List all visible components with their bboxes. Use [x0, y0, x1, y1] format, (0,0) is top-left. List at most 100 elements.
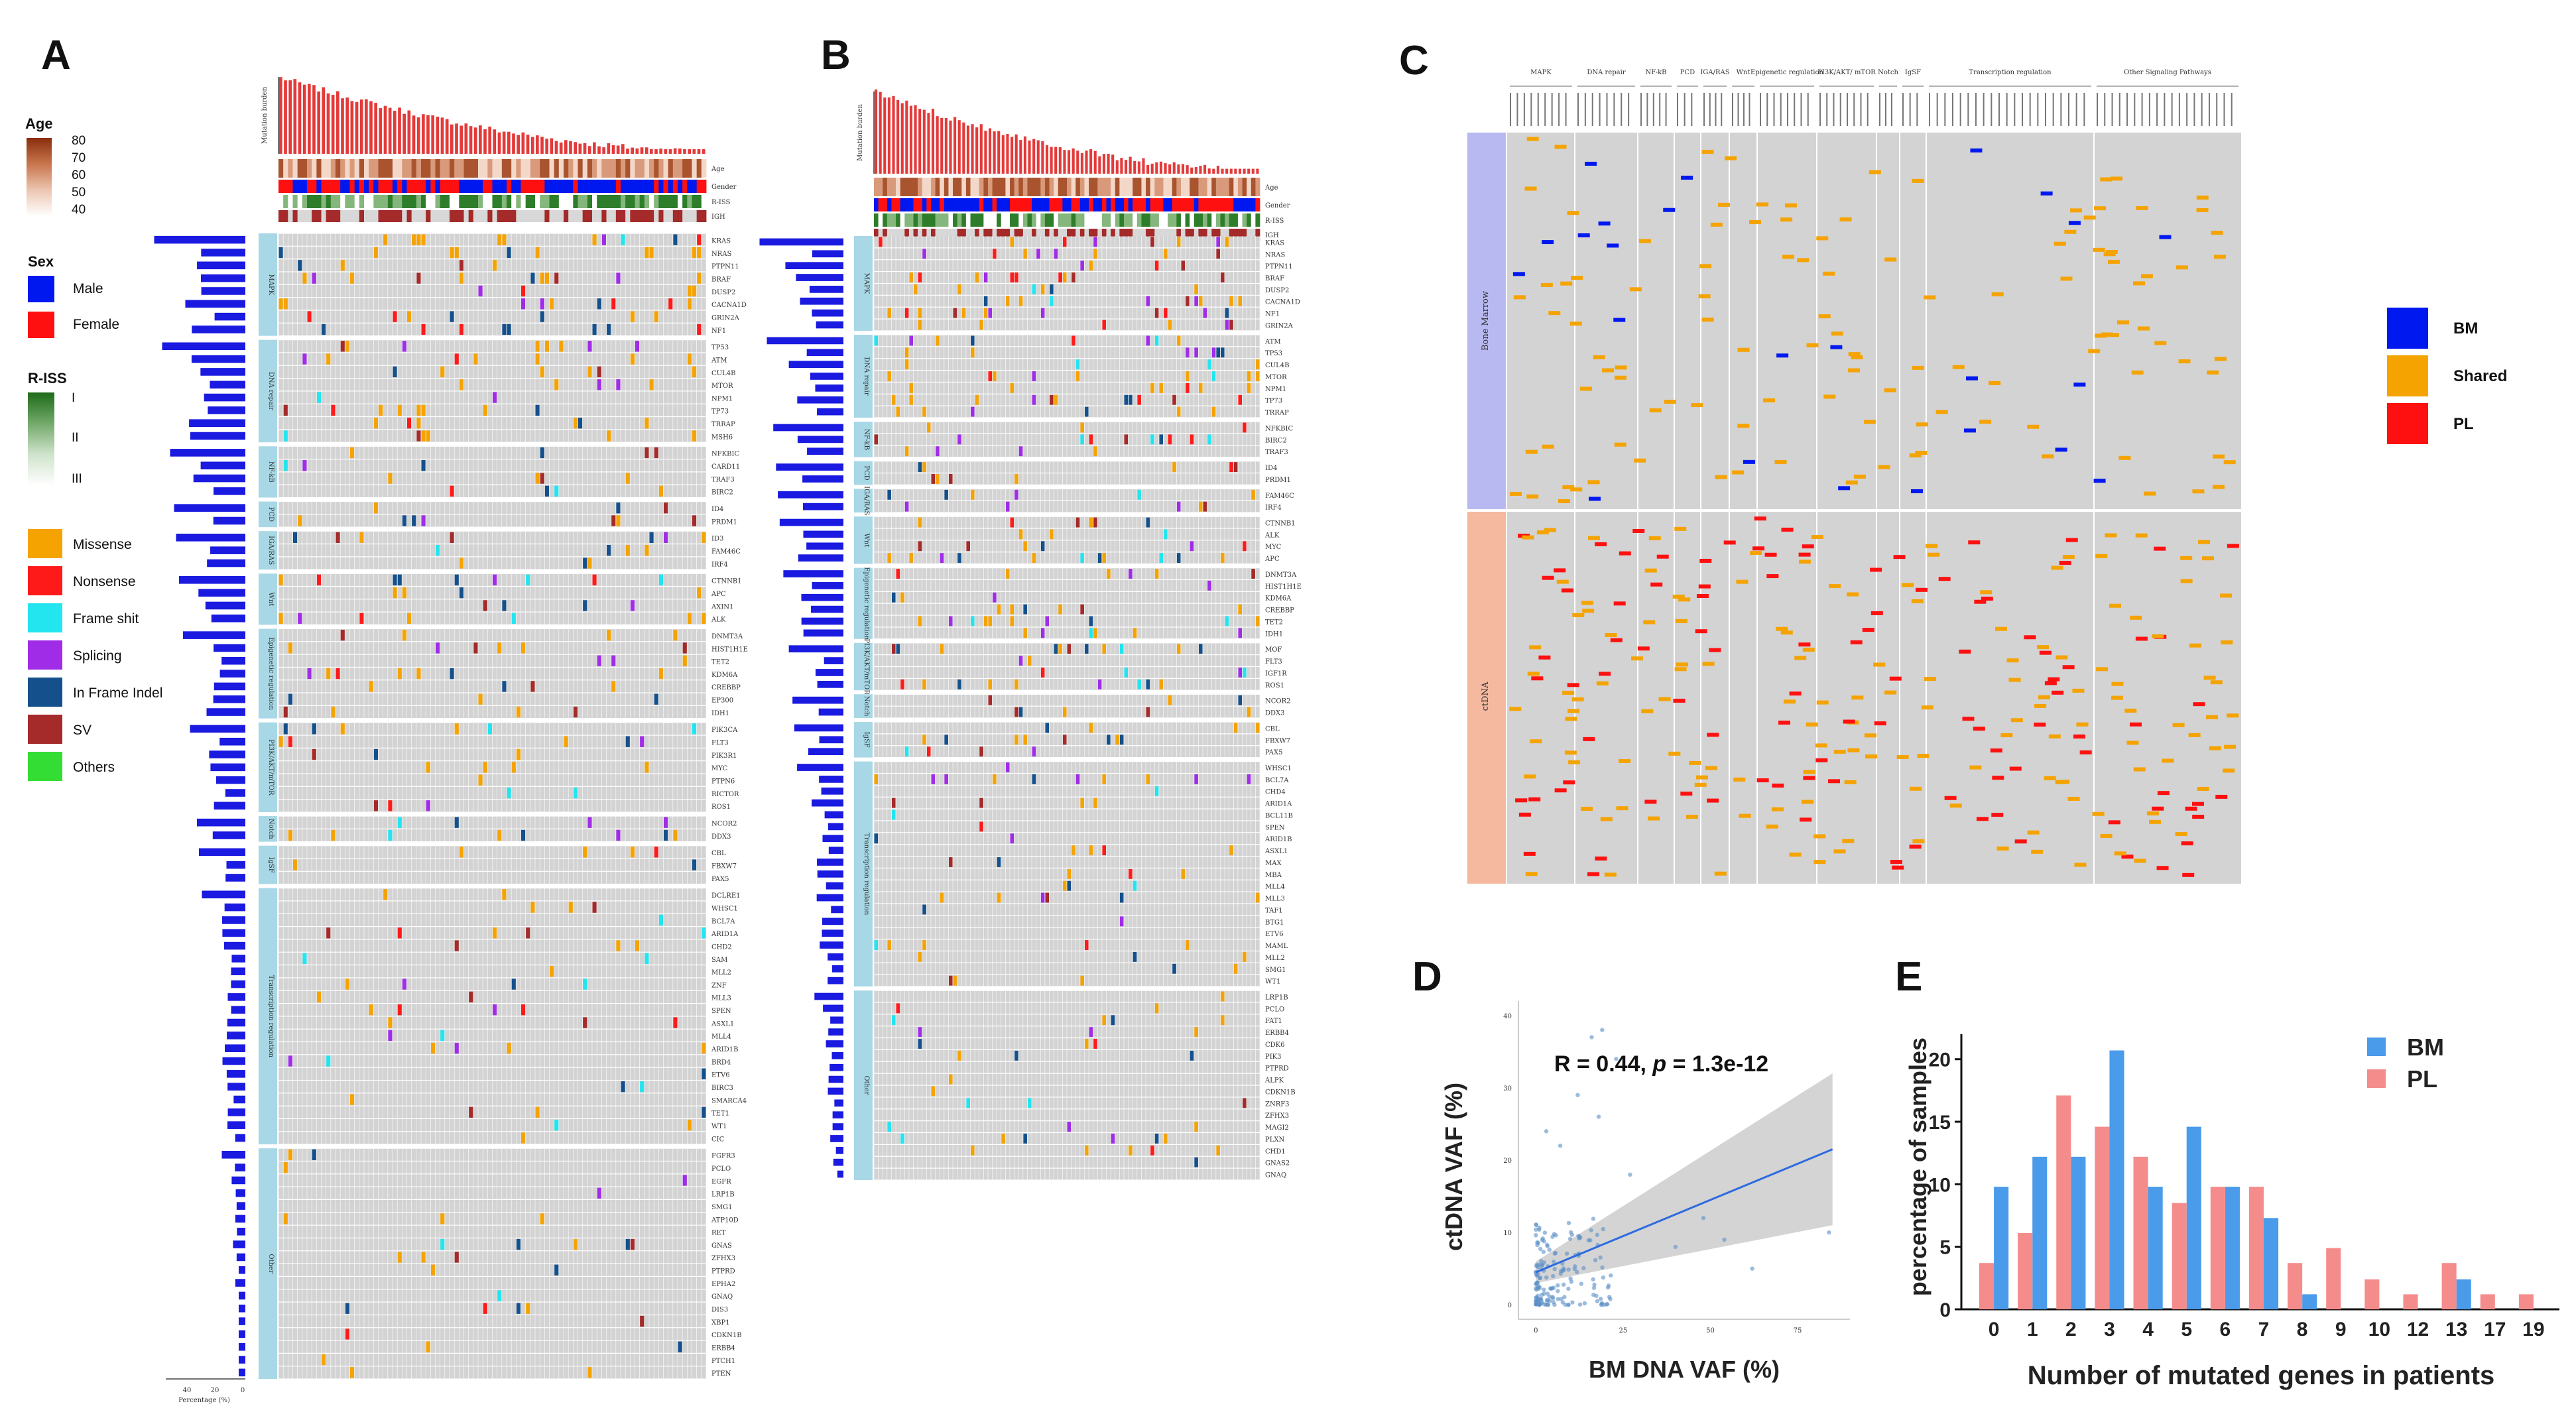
mutation-cell: [611, 298, 616, 310]
mutation-cell: [336, 532, 340, 543]
frequency-bar: [225, 1044, 245, 1052]
riss-gradient: [28, 392, 54, 485]
burden-bar: [341, 98, 344, 154]
burden-bar: [984, 131, 987, 174]
annotation-cell: [682, 159, 688, 178]
annotation-cell: [501, 180, 507, 193]
annotation-cell: [544, 195, 550, 208]
mutation-cell: [948, 857, 953, 867]
track-label: R-ISS: [711, 199, 731, 206]
burden-bar: [659, 149, 662, 154]
annotation-cell: [1150, 213, 1155, 227]
annotation-cell: [606, 195, 612, 208]
mutation-cell: [1089, 261, 1093, 271]
mutation-cell: [1058, 604, 1062, 615]
annotation-cell: [321, 195, 327, 208]
gene-label: TET2: [1265, 619, 1283, 626]
mutation-cell: [1176, 335, 1181, 346]
frequency-bar: [818, 708, 843, 716]
mutation-cell: [554, 1264, 559, 1276]
frequency-bar: [831, 1052, 843, 1059]
annotation-cell: [454, 195, 460, 208]
frequency-bar: [179, 576, 245, 584]
gene-label: MLL2: [1265, 955, 1285, 962]
mutation-cell: [1102, 320, 1107, 330]
mutation-cell: [1225, 616, 1229, 626]
annotation-cell: [316, 159, 322, 178]
annotation-cell: [1180, 178, 1186, 196]
mutation-cell: [288, 1055, 292, 1067]
mutation-cell: [530, 681, 535, 692]
annotation-cell: [1115, 213, 1120, 227]
burden-bar: [1225, 168, 1229, 174]
gene-label: TP53: [1265, 350, 1282, 357]
annotation-cell: [416, 180, 422, 193]
annotation-cell: [1027, 178, 1032, 196]
mutation-cell: [1107, 569, 1111, 579]
annotation-cell: [948, 229, 953, 241]
annotation-cell: [874, 213, 879, 227]
annotation-cell: [1097, 229, 1103, 241]
mutation-cell: [1023, 604, 1027, 615]
annotation-cell: [644, 210, 650, 222]
burden-bar: [979, 124, 983, 174]
annotation-cell: [1115, 198, 1120, 211]
annotation-cell: [678, 195, 683, 208]
mutation-cell: [640, 736, 644, 747]
annotation-cell: [692, 159, 698, 178]
gene-label: NRAS: [1265, 251, 1286, 259]
gene-label: MLL4: [711, 1034, 731, 1041]
annotation-cell: [397, 159, 402, 178]
annotation-cell: [1203, 198, 1208, 211]
gene-label: KDM6A: [711, 672, 738, 679]
annotation-cell: [1022, 198, 1028, 211]
frequency-bar: [170, 449, 245, 457]
gene-label: CTNNB1: [711, 578, 742, 585]
burden-bar: [445, 119, 449, 154]
annotation-cell: [1233, 178, 1239, 196]
gene-label: NPM1: [711, 395, 733, 402]
frequency-bar: [815, 384, 843, 392]
shared-label: Shared: [2453, 367, 2508, 385]
mutation-cell: [507, 247, 511, 259]
burden-bar: [455, 123, 458, 154]
mutation-cell: [511, 762, 516, 773]
gene-label: PCLO: [711, 1165, 731, 1173]
frequency-bar: [815, 669, 843, 676]
mutation-cell: [922, 940, 926, 950]
burden-bar: [883, 97, 887, 174]
mutation-cell: [1005, 762, 1010, 772]
gene-label: CDKN1B: [711, 1332, 742, 1339]
annotation-cell: [887, 213, 892, 227]
frequency-bar: [797, 396, 843, 404]
mutation-cell: [1238, 296, 1243, 306]
burden-bar: [1089, 149, 1093, 174]
annotation-cell: [1158, 178, 1164, 196]
annotation-cell: [497, 195, 503, 208]
mutation-cell: [658, 914, 663, 926]
mutation-cell: [340, 723, 345, 735]
gene-label: NF1: [1265, 311, 1280, 318]
frequency-bar: [810, 373, 843, 380]
mutation-cell: [550, 966, 554, 977]
annotation-cell: [387, 210, 393, 222]
mutation-cell: [874, 940, 879, 950]
mutation-cell: [1080, 553, 1084, 564]
annotation-cell: [473, 159, 479, 178]
annotation-cell: [283, 195, 288, 208]
annotation-cell: [463, 159, 469, 178]
annotation-cell: [1211, 198, 1217, 211]
burden-bar: [587, 146, 591, 154]
annotation-cell: [1198, 229, 1203, 241]
mutation-cell: [1247, 371, 1251, 381]
mutation-cell: [957, 284, 961, 294]
mutation-cell: [540, 272, 544, 284]
legend-label: BM: [2407, 1034, 2444, 1061]
gene-label: MAML: [1265, 943, 1288, 950]
frequency-bar: [803, 503, 843, 510]
gene-label: RICTOR: [711, 791, 739, 798]
mutation-cell: [421, 1252, 426, 1263]
burden-bar: [688, 149, 691, 154]
gene-label: MAX: [1265, 860, 1282, 867]
annotation-cell: [511, 195, 517, 208]
